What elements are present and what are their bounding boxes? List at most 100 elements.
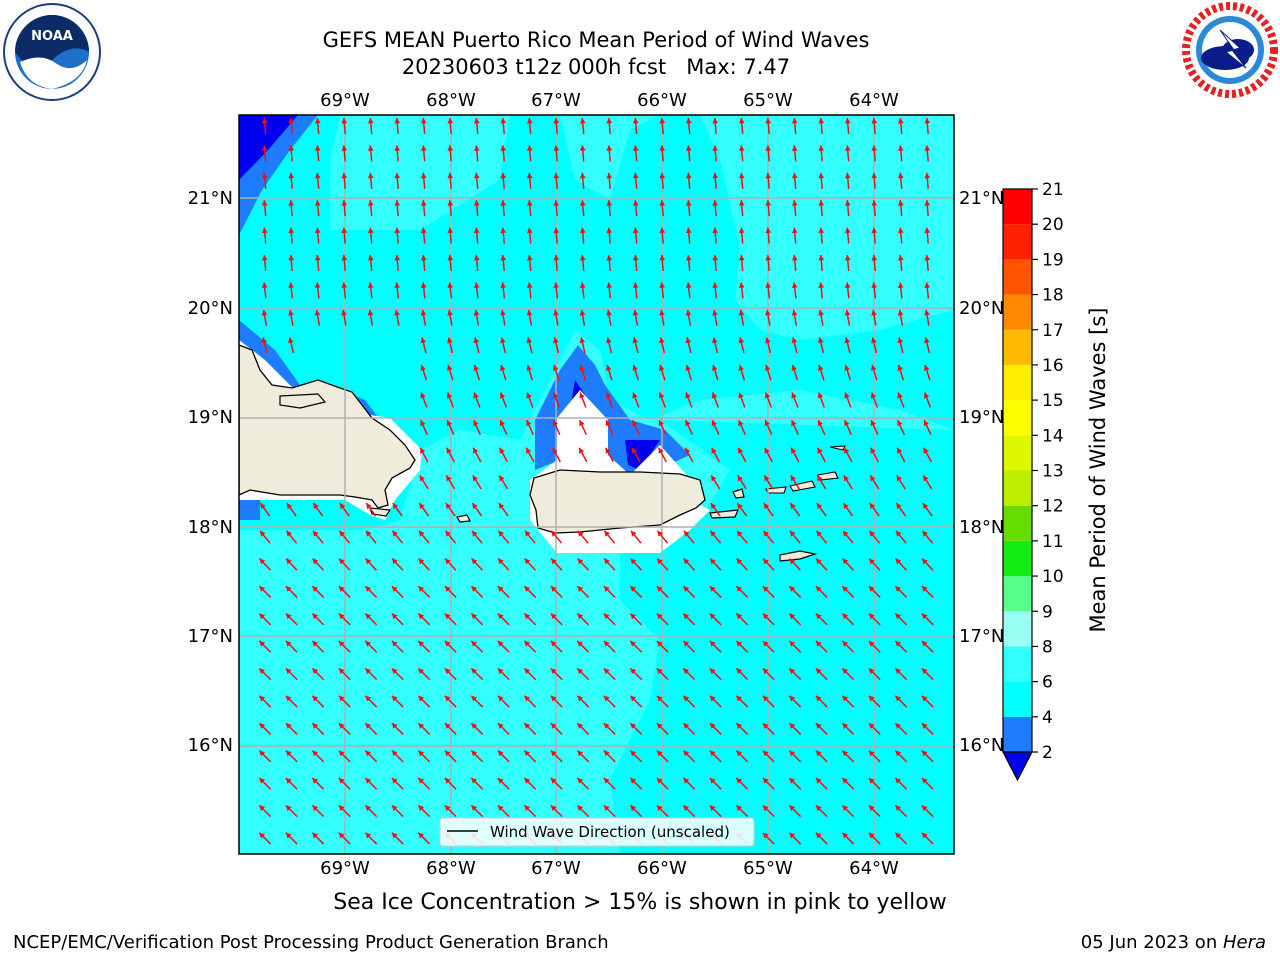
wind-wave-arrow	[841, 585, 855, 598]
wind-wave-arrow	[391, 804, 404, 818]
wind-wave-arrow	[923, 419, 932, 435]
wind-wave-arrow	[712, 145, 719, 162]
footer-host: Hera	[1222, 932, 1266, 953]
wind-wave-arrow	[711, 392, 720, 408]
wind-wave-arrow	[656, 558, 669, 571]
land-mona	[456, 514, 471, 523]
colorbar-segment	[1003, 576, 1032, 612]
wind-wave-arrow	[762, 832, 775, 845]
wind-wave-arrow	[629, 777, 643, 790]
wind-wave-arrow	[868, 585, 881, 598]
lon-label-top: 68°W	[426, 90, 476, 111]
wind-wave-arrow	[579, 200, 586, 217]
wind-wave-arrow	[576, 667, 590, 681]
wind-wave-arrow	[629, 667, 643, 681]
wind-wave-arrow	[684, 419, 694, 435]
wind-wave-arrow	[552, 447, 561, 463]
wind-wave-arrow	[259, 558, 271, 571]
wind-wave-arrow	[473, 200, 480, 217]
wind-wave-arrow	[367, 282, 374, 299]
wind-wave-arrow	[659, 227, 666, 244]
wind-wave-arrow	[473, 392, 481, 408]
wind-wave-arrow	[606, 200, 613, 217]
wind-wave-arrow	[603, 722, 616, 735]
wind-wave-arrow	[871, 145, 878, 162]
colorbar-tick-label: 16	[1042, 356, 1064, 376]
wind-wave-arrow	[895, 558, 907, 571]
wind-wave-arrow	[871, 200, 878, 217]
wind-wave-arrow	[815, 695, 828, 708]
wind-wave-arrow	[473, 227, 480, 244]
wind-wave-arrow	[497, 585, 510, 598]
wind-wave-arrow	[288, 227, 295, 244]
wind-wave-arrow	[658, 364, 666, 381]
wind-wave-arrow	[818, 200, 825, 217]
lat-label-right: 21°N	[959, 188, 1004, 209]
wind-wave-arrow	[576, 777, 590, 790]
wind-wave-arrow	[498, 475, 509, 490]
wind-wave-arrow	[632, 145, 639, 162]
wind-wave-arrow	[285, 585, 298, 598]
lon-label-top: 69°W	[320, 90, 370, 111]
colorbar-tick-label: 6	[1042, 673, 1053, 693]
wind-wave-arrow	[314, 309, 321, 326]
wind-wave-arrow	[844, 145, 851, 162]
wind-wave-arrow	[603, 530, 616, 544]
wind-wave-arrow	[897, 227, 904, 244]
wind-wave-arrow	[420, 337, 427, 354]
wind-wave-arrow	[735, 722, 749, 735]
wind-wave-arrow	[338, 750, 351, 763]
wind-wave-arrow	[685, 392, 693, 408]
wind-wave-arrow	[844, 337, 851, 354]
wind-wave-arrow	[815, 585, 828, 598]
map-legend: Wind Wave Direction (unscaled)	[439, 817, 755, 847]
wind-wave-arrow	[789, 502, 801, 517]
wind-wave-arrow	[525, 447, 535, 463]
gridlines	[239, 115, 954, 854]
wind-wave-arrow	[844, 227, 851, 244]
lat-label-right: 20°N	[959, 298, 1004, 319]
wind-wave-arrow	[578, 447, 588, 463]
wind-wave-arrow	[444, 613, 457, 626]
wind-wave-arrow	[578, 419, 588, 435]
colorbar-tick-label: 11	[1042, 532, 1064, 552]
wind-wave-arrow	[762, 695, 775, 708]
wind-wave-arrow	[497, 667, 510, 681]
wind-wave-arrow	[576, 750, 590, 763]
wind-wave-arrow	[261, 172, 268, 189]
lat-label-left: 16°N	[188, 735, 233, 756]
lon-label-top: 66°W	[637, 90, 687, 111]
footer-date: 05 Jun 2023 on Hera	[1081, 932, 1266, 953]
wind-wave-arrow	[871, 172, 878, 189]
wind-wave-arrow	[685, 364, 693, 381]
wind-wave-arrow	[709, 695, 722, 708]
wind-wave-arrow	[497, 558, 510, 571]
wind-wave-arrow	[788, 750, 802, 763]
wind-wave-arrow	[629, 804, 643, 818]
wind-wave-arrow	[843, 475, 853, 490]
wind-wave-arrow	[868, 640, 881, 653]
wind-wave-arrow	[682, 695, 696, 708]
wind-wave-arrow	[552, 364, 560, 381]
wind-wave-arrow	[579, 227, 586, 244]
wind-wave-arrow	[526, 172, 533, 189]
sea-ice-note: Sea Ice Concentration > 15% is shown in …	[333, 890, 947, 915]
wind-wave-arrow	[816, 502, 827, 517]
wind-wave-arrow	[259, 530, 271, 544]
wind-wave-arrow	[762, 750, 775, 763]
colorbar-segment	[1003, 540, 1032, 577]
wind-wave-arrow	[603, 613, 616, 626]
wind-wave-arrow	[921, 558, 934, 571]
wind-wave-arrow	[815, 558, 828, 571]
wind-wave-arrow	[709, 640, 722, 653]
wind-wave-arrow	[258, 804, 272, 818]
wind-wave-arrow	[311, 695, 325, 708]
wind-wave-arrow	[286, 502, 297, 517]
wind-wave-arrow	[682, 585, 696, 598]
wind-wave-arrow	[788, 777, 802, 790]
wind-wave-arrow	[923, 364, 931, 381]
wind-wave-arrow	[576, 695, 590, 708]
wind-wave-arrow	[709, 777, 722, 790]
colorbar-segment	[1003, 435, 1032, 471]
wind-wave-arrow	[603, 695, 616, 708]
